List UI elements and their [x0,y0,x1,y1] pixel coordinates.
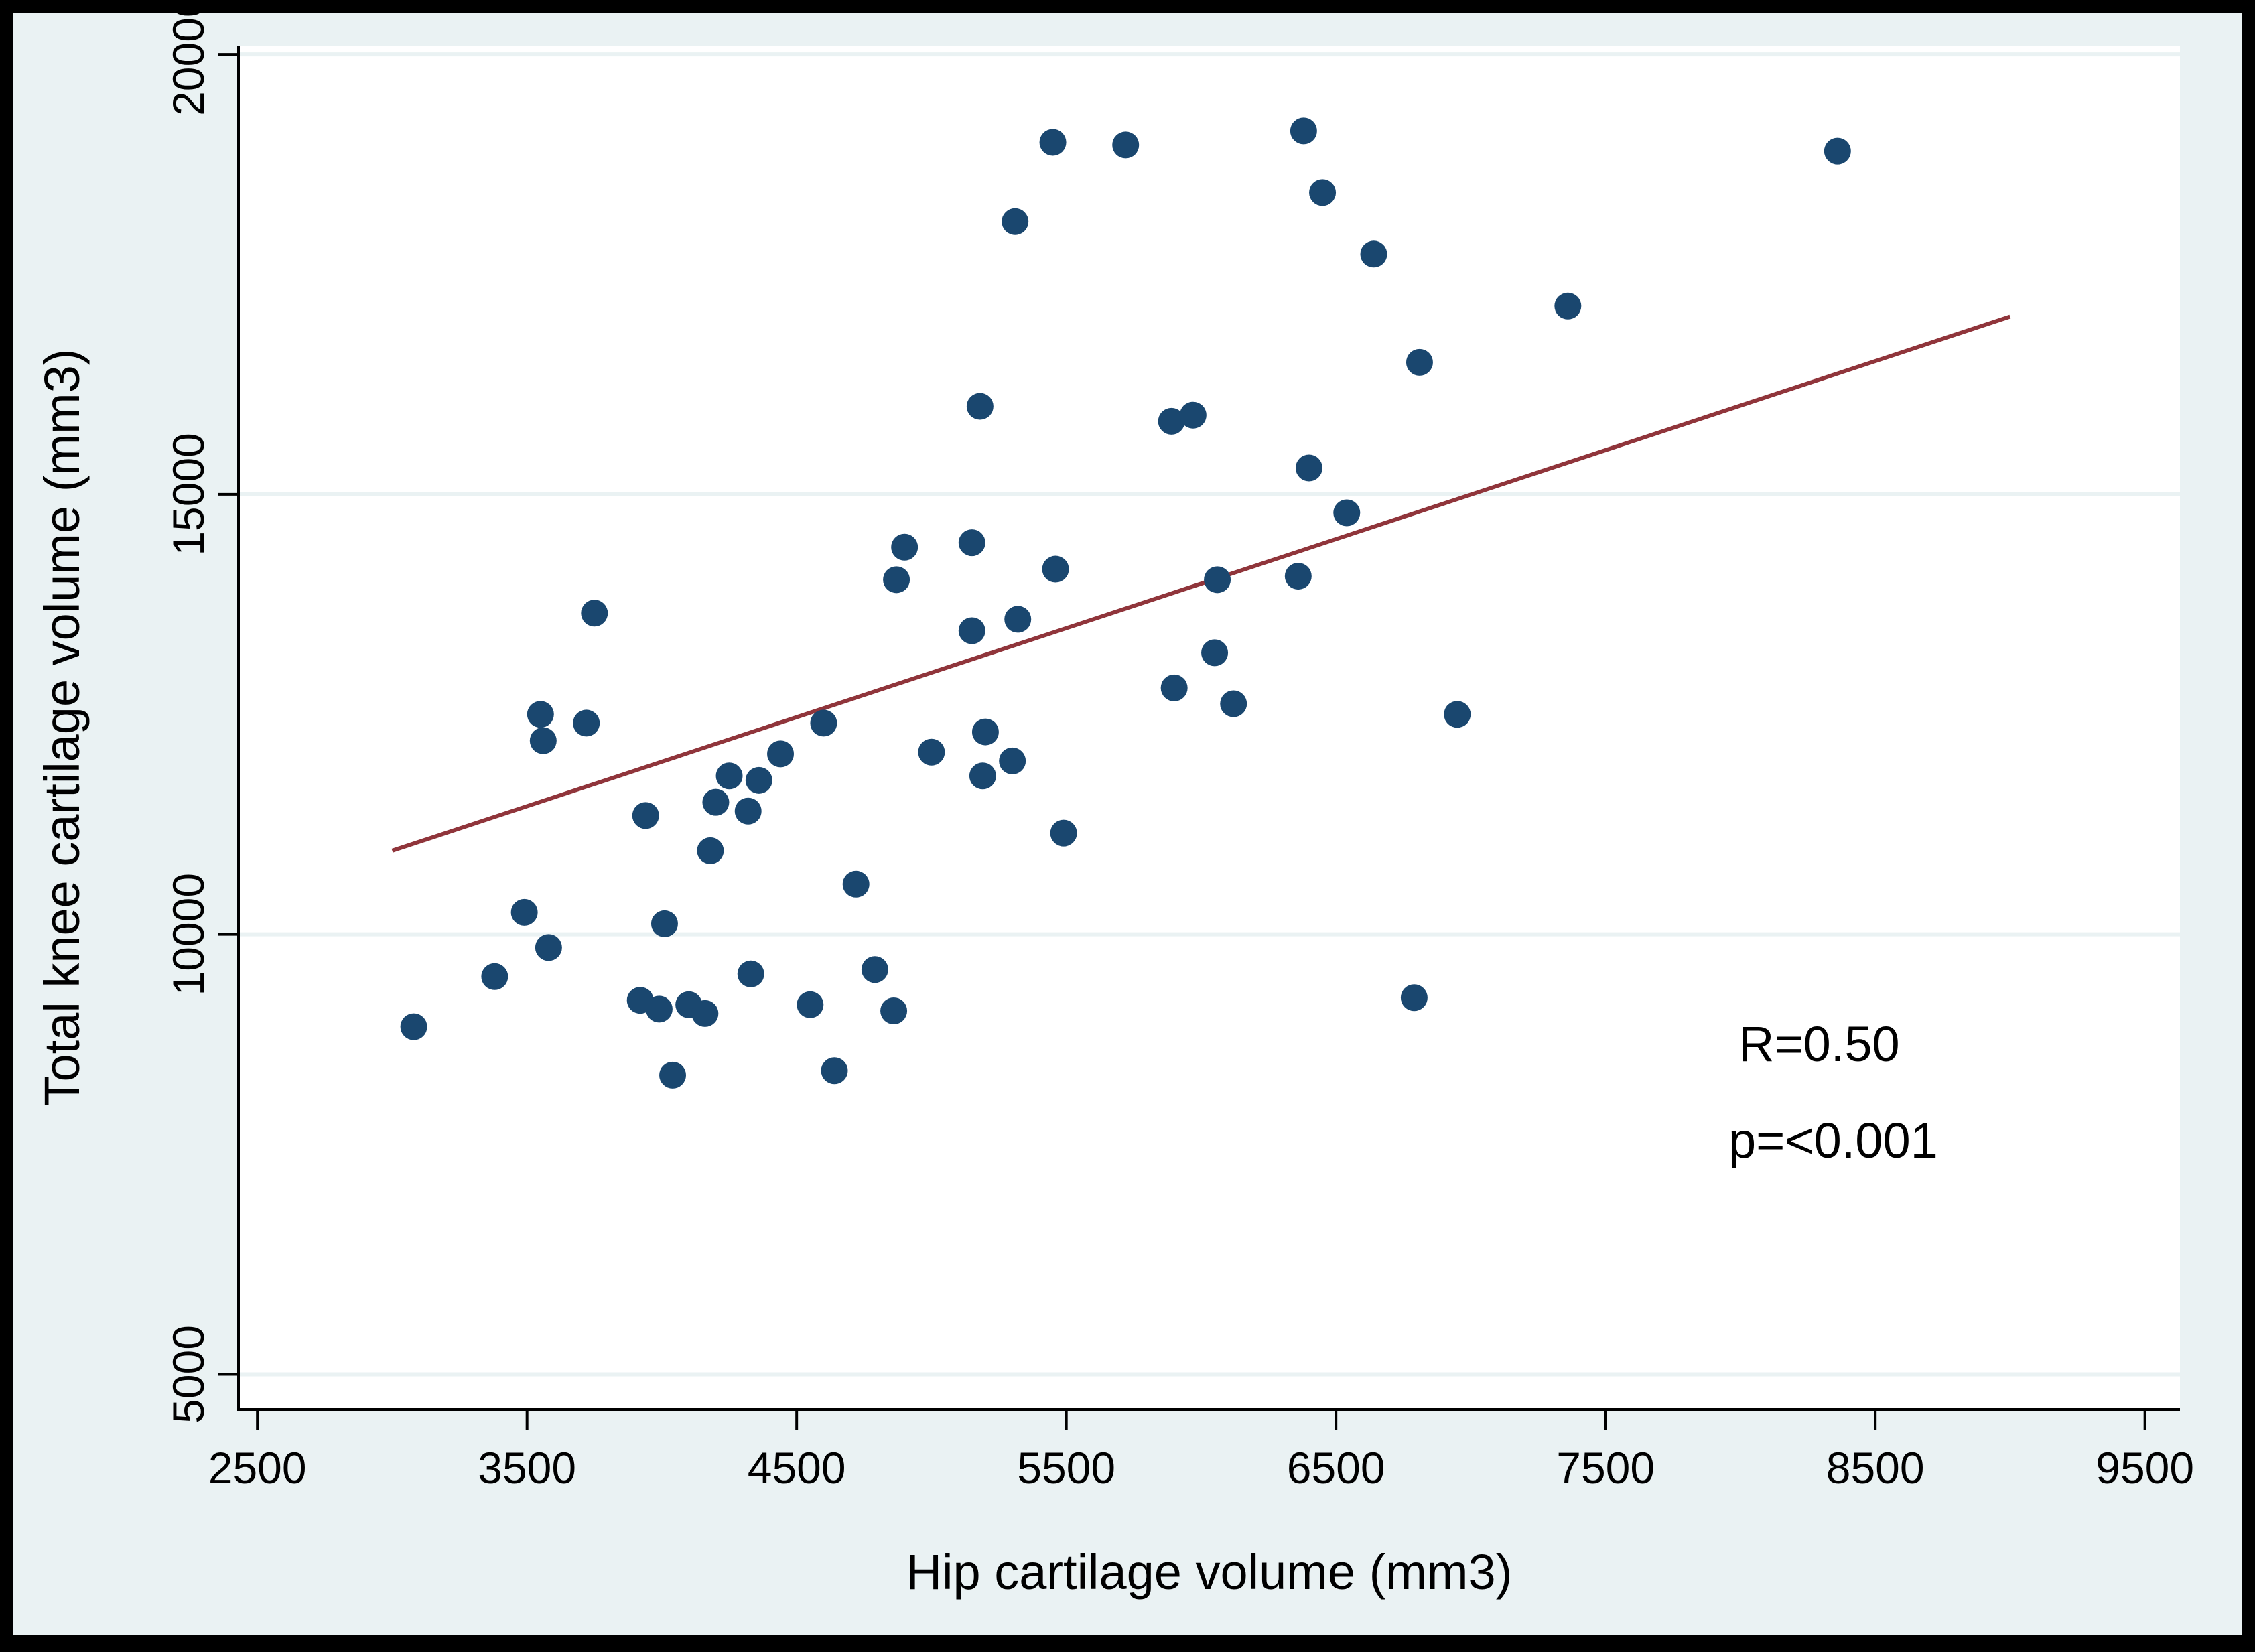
data-point [883,566,910,594]
data-point [842,870,870,898]
data-point [697,837,724,864]
x-tick-label: 4500 [748,1443,846,1493]
data-point [966,393,994,420]
data-point [810,709,837,737]
gridlines [238,52,2180,1377]
y-tick-label: 15000 [163,433,213,556]
y-axis-title: Total knee cartilage volume (mm3) [34,349,90,1107]
data-point [481,963,508,990]
data-point [1050,819,1077,847]
x-tick-label: 5500 [1017,1443,1115,1493]
data-point [1002,208,1029,235]
data-point [581,600,608,627]
data-point [691,1000,719,1027]
data-point [1179,401,1207,429]
data-point [645,995,673,1023]
data-point [969,762,996,790]
data-point [702,788,730,816]
data-point [632,802,659,829]
data-point [1824,137,1851,165]
data-point [745,766,772,794]
fit-line-layer [391,314,2011,853]
x-axis-title: Hip cartilage volume (mm3) [906,1544,1513,1600]
annotation-r-value: R=0.50 [1738,1016,1900,1072]
data-point [734,797,762,825]
y-tick-label: 20000 [163,0,213,116]
data-point [891,533,918,561]
data-point [797,991,824,1018]
data-point [651,910,678,937]
data-point [861,956,888,983]
data-point [1004,606,1032,633]
data-point [1201,639,1229,667]
data-point [971,718,999,746]
data-point [737,960,764,987]
data-points [400,117,1851,1089]
data-point [1309,179,1337,206]
data-point [1039,129,1067,156]
y-tick-label: 10000 [163,873,213,996]
data-point [1158,407,1185,435]
data-point [573,709,600,737]
data-point [1333,499,1361,527]
data-point [1042,555,1069,583]
data-point [1295,454,1322,482]
axes [218,46,2180,1430]
data-point [1204,566,1231,594]
data-point [1360,240,1387,268]
y-tick-label: 5000 [163,1325,213,1424]
data-point [400,1013,427,1040]
x-tick-label: 2500 [208,1443,307,1493]
x-tick-label: 7500 [1556,1443,1655,1493]
data-point [958,617,985,644]
data-point [1400,984,1428,1012]
data-point [767,740,795,768]
data-point [535,934,562,961]
x-tick-label: 6500 [1287,1443,1385,1493]
data-point [510,898,538,926]
fit-line [391,314,2011,853]
data-point [1112,131,1140,159]
data-point [527,701,554,728]
data-point [715,762,743,790]
data-point [1406,348,1433,376]
data-point [1554,292,1582,320]
data-point [659,1061,687,1089]
data-point [821,1057,848,1085]
data-point [529,727,557,754]
chart-text: 5000 10000 15000 20000 2500 3500 4500 5500 6500 7… [34,0,2194,1600]
data-point [1444,701,1471,728]
data-point [1284,563,1312,590]
annotation-p-value: p=<0.001 [1728,1113,1938,1168]
data-point [999,747,1026,774]
data-point [880,997,908,1024]
x-tick-label: 8500 [1826,1443,1925,1493]
data-point [1160,674,1188,701]
data-point [1220,690,1247,717]
plot-area [238,46,2180,1409]
data-point [958,529,985,557]
x-tick-label: 3500 [478,1443,576,1493]
data-point [918,738,945,766]
x-tick-label: 9500 [2096,1443,2194,1493]
data-point [1290,117,1317,145]
